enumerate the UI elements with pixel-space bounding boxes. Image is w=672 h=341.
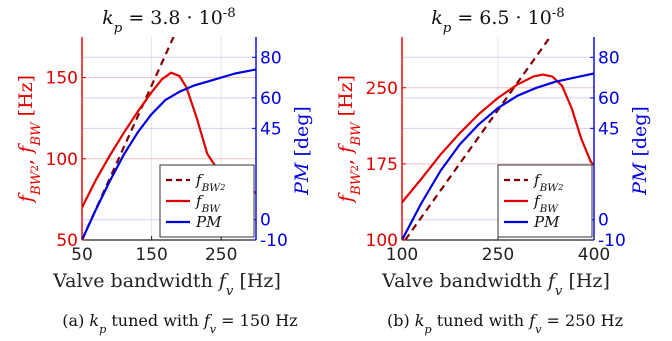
x-tick-label: 250 xyxy=(205,245,237,265)
y-right-tick-label: 80 xyxy=(598,48,620,68)
x-tick-label: 50 xyxy=(71,245,93,265)
figure-caption: (a) kp tuned with fv = 150 Hz xyxy=(62,311,297,336)
y-right-axis-label: PM [deg] xyxy=(291,106,313,196)
y-right-tick-label: 0 xyxy=(260,211,271,231)
x-tick-label: 400 xyxy=(578,245,610,265)
legend-label: PM xyxy=(195,213,222,231)
y-left-axis-label: fBW2, fBW [Hz] xyxy=(15,75,44,204)
y-right-tick-label: -10 xyxy=(260,231,288,251)
legend-label: fBW xyxy=(195,192,221,215)
x-tick-label: 250 xyxy=(482,245,514,265)
y-right-tick-label: 80 xyxy=(260,48,282,68)
y-left-tick-label: 150 xyxy=(46,69,78,89)
legend-label: PM xyxy=(533,213,560,231)
y-left-tick-label: 50 xyxy=(56,231,78,251)
chart-panel-b: 100 250 400 100 175 250 -100 45 60 80 kp = 6.5 · 1… xyxy=(335,6,651,336)
chart-title: kp = 6.5 · 10-8 xyxy=(431,6,565,36)
y-right-tick-label: 0 xyxy=(598,211,609,231)
y-left-tick-label: 175 xyxy=(366,155,398,175)
chart-panel-a: 50 150 250 50 100 150 -100 45 60 80 kp = 3.8 · 10-… xyxy=(15,6,313,336)
y-right-axis-label: PM [deg] xyxy=(629,106,651,196)
series-line-pm xyxy=(402,72,594,240)
y-left-tick-label: 100 xyxy=(46,150,78,170)
y-left-axis-label: fBW2, fBW [Hz] xyxy=(335,75,364,204)
y-right-tick-label: -10 xyxy=(598,231,626,251)
x-axis-label: Valve bandwidth fv [Hz] xyxy=(381,270,610,299)
legend-label: fBW xyxy=(533,192,559,215)
series-group xyxy=(402,37,594,240)
y-right-tick-label: 45 xyxy=(260,119,282,139)
series-line-pm xyxy=(82,68,256,240)
x-axis-label: Valve bandwidth fv [Hz] xyxy=(52,270,281,299)
x-tick-label: 150 xyxy=(135,245,167,265)
y-left-tick-label: 100 xyxy=(366,231,398,251)
x-tick-label: 100 xyxy=(386,245,418,265)
y-right-tick-label: 60 xyxy=(260,89,282,109)
legend-label: fBW2 xyxy=(533,171,563,194)
series-line-f-bw2 xyxy=(404,37,552,240)
chart-title: kp = 3.8 · 10-8 xyxy=(102,6,236,36)
y-right-tick-label: 45 xyxy=(598,119,620,139)
figure-caption: (b) kp tuned with fv = 250 Hz xyxy=(387,311,623,336)
legend-label: fBW2 xyxy=(195,171,225,194)
y-left-tick-label: 250 xyxy=(366,79,398,99)
series-line-f-bw xyxy=(402,73,594,204)
y-right-tick-label: 60 xyxy=(598,89,620,109)
